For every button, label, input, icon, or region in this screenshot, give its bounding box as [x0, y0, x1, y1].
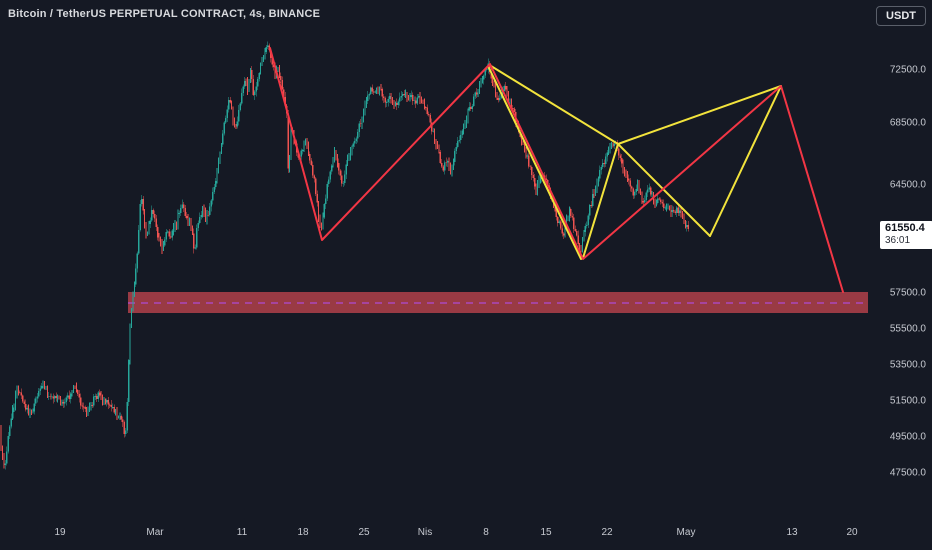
currency-toggle-badge[interactable]: USDT	[876, 6, 926, 26]
symbol-title[interactable]: Bitcoin / TetherUS PERPETUAL CONTRACT, 4…	[8, 8, 321, 20]
time-tick: 8	[483, 527, 489, 538]
price-tick: 51500.0	[889, 395, 926, 407]
time-tick: 13	[786, 527, 798, 538]
time-tick: Nis	[417, 527, 433, 538]
time-tick: 18	[297, 527, 309, 538]
time-tick: 15	[540, 527, 552, 538]
bar-countdown: 36:01	[885, 235, 911, 246]
trend-line	[269, 47, 844, 293]
harmonic-pattern-line	[488, 67, 582, 260]
time-tick: 19	[54, 527, 66, 538]
price-tick: 55500.0	[889, 323, 926, 335]
time-axis[interactable]: 19 Mar 11 18 25 Nis 8 15 22 May 13 20	[0, 520, 932, 550]
harmonic-pattern-line	[617, 85, 782, 145]
time-tick: Mar	[146, 527, 164, 538]
price-tick: 53500.0	[889, 359, 926, 371]
time-tick: 22	[601, 527, 613, 538]
price-tick: 64500.0	[889, 179, 926, 191]
time-tick: 25	[358, 527, 370, 538]
price-tick: 68500.0	[889, 117, 926, 129]
harmonic-pattern-line	[709, 85, 782, 237]
price-tick: 72500.0	[889, 64, 926, 76]
last-price-label: 61550.4 36:01	[880, 221, 932, 249]
harmonic-pattern-line	[582, 143, 619, 259]
harmonic-pattern-line	[617, 143, 711, 237]
time-tick: 20	[846, 527, 858, 538]
harmonic-pattern-line	[490, 65, 619, 145]
time-tick: May	[676, 527, 696, 538]
price-tick: 47500.0	[889, 467, 926, 479]
chart-canvas[interactable]	[0, 0, 870, 520]
price-tick: 49500.0	[889, 431, 926, 443]
time-tick: 11	[236, 527, 248, 538]
last-price-value: 61550.4	[885, 222, 925, 234]
price-tick: 57500.0	[889, 287, 926, 299]
price-axis[interactable]: 72500.0 68500.0 64500.0 57500.0 55500.0 53500…	[870, 0, 932, 520]
